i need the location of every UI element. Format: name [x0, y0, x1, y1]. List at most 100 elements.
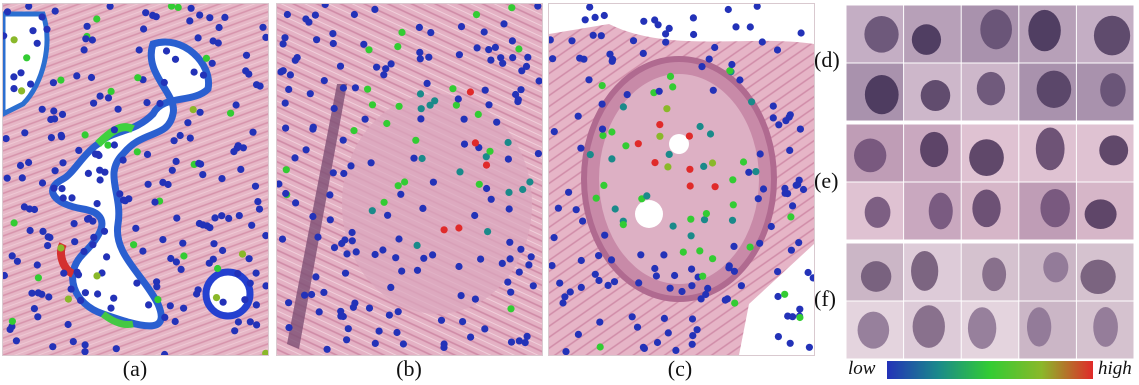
- nuclei-c: [549, 4, 814, 355]
- nucleus-dot: [485, 46, 493, 54]
- nucleus-dot: [255, 205, 264, 213]
- nucleus-dot: [688, 315, 697, 323]
- nucleus-dot: [517, 86, 525, 94]
- nucleus-dot: [232, 101, 240, 109]
- nucleus-dot: [249, 128, 257, 136]
- nucleus-dot: [752, 168, 760, 176]
- nucleus-dot: [653, 338, 662, 347]
- nucleus-dot: [789, 313, 797, 321]
- nucleus-dot: [431, 97, 439, 105]
- nucleus-dot: [711, 43, 719, 52]
- patch-nucleus: [911, 24, 942, 55]
- patch-grid-d-image: [846, 5, 1134, 121]
- nucleus-dot: [487, 56, 495, 64]
- nucleus-dot: [195, 159, 203, 167]
- nucleus-dot: [480, 28, 488, 36]
- nucleus-dot: [253, 81, 261, 89]
- patch-nucleus: [1099, 135, 1129, 166]
- nucleus-dot: [690, 30, 698, 39]
- nucleus-dot: [507, 288, 515, 296]
- nucleus-dot: [110, 141, 118, 149]
- nucleus-dot: [427, 29, 435, 37]
- nucleus-dot: [398, 28, 406, 36]
- nucleus-dot: [3, 174, 11, 182]
- nucleus-dot: [700, 216, 709, 224]
- nucleus-dot: [3, 8, 12, 16]
- nucleus-dot: [64, 295, 72, 303]
- nucleus-dot: [193, 290, 201, 298]
- patch-nucleus: [1040, 188, 1070, 228]
- nucleus-dot: [371, 5, 379, 13]
- nucleus-dot: [85, 214, 93, 222]
- nucleus-dot: [238, 250, 247, 258]
- nucleus-dot: [252, 301, 260, 309]
- nucleus-dot: [177, 265, 185, 273]
- nucleus-dot: [21, 129, 29, 137]
- nucleus-dot: [598, 100, 606, 108]
- nucleus-dot: [64, 320, 72, 329]
- nucleus-dot: [151, 198, 159, 206]
- nucleus-dot: [550, 128, 558, 136]
- nucleus-dot: [471, 139, 479, 147]
- nucleus-dot: [277, 180, 283, 188]
- nucleus-dot: [416, 55, 424, 63]
- nucleus-dot: [565, 188, 573, 196]
- nucleus-dot: [143, 150, 152, 158]
- nucleus-dot: [686, 165, 694, 173]
- nucleus-dot: [471, 295, 479, 303]
- patch-nucleus: [911, 250, 939, 291]
- nucleus-dot: [606, 50, 614, 58]
- nuclei-a: [3, 4, 268, 355]
- nucleus-dot: [666, 72, 675, 80]
- nucleus-dot: [352, 248, 360, 256]
- nucleus-dot: [471, 211, 479, 220]
- nucleus-dot: [25, 4, 33, 10]
- nucleus-dot: [500, 20, 508, 28]
- nucleus-dot: [143, 99, 151, 107]
- nucleus-dot: [28, 289, 36, 297]
- nucleus-dot: [704, 284, 712, 292]
- nucleus-dot: [598, 125, 607, 133]
- nucleus-dot: [309, 212, 317, 221]
- row-label-d: (d): [814, 47, 840, 72]
- tissue-image-b: [277, 4, 542, 355]
- nucleus-dot: [660, 251, 668, 259]
- nucleus-dot: [49, 343, 57, 351]
- nucleus-dot: [679, 248, 687, 256]
- nucleus-dot: [83, 22, 91, 30]
- nucleus-dot: [577, 144, 585, 152]
- patch-nucleus: [1093, 15, 1131, 56]
- nucleus-dot: [383, 119, 391, 128]
- nucleus-dot: [637, 251, 645, 259]
- nucleus-dot: [512, 90, 520, 99]
- row-label-e: (e): [814, 168, 839, 193]
- nucleus-dot: [215, 23, 223, 32]
- nucleus-dot: [339, 84, 347, 92]
- nucleus-dot: [506, 255, 514, 263]
- nucleus-dot: [515, 337, 523, 345]
- nucleus-dot: [401, 178, 409, 186]
- tissue-image-c: [549, 4, 814, 355]
- nucleus-dot: [364, 85, 372, 93]
- nucleus-dot: [623, 91, 631, 99]
- nucleus-dot: [466, 88, 474, 96]
- patch-grid-e-image: [846, 124, 1134, 240]
- nucleus-dot: [3, 32, 8, 40]
- nucleus-dot: [499, 59, 507, 67]
- nucleus-dot: [8, 317, 16, 325]
- nucleus-dot: [365, 46, 373, 54]
- patch-nucleus: [1043, 252, 1069, 283]
- nucleus-dot: [380, 71, 388, 79]
- nucleus-dot: [498, 259, 506, 267]
- nucleus-dot: [774, 268, 782, 276]
- nucleus-dot: [227, 109, 235, 117]
- nucleus-dot: [375, 327, 383, 335]
- patch-nucleus: [969, 139, 1004, 177]
- nucleus-dot: [180, 304, 188, 312]
- nucleus-dot: [60, 269, 68, 277]
- nucleus-dot: [234, 318, 242, 326]
- nucleus-dot: [379, 246, 387, 254]
- nucleus-dot: [75, 146, 83, 154]
- nucleus-dot: [693, 326, 701, 334]
- nucleus-dot: [643, 192, 651, 200]
